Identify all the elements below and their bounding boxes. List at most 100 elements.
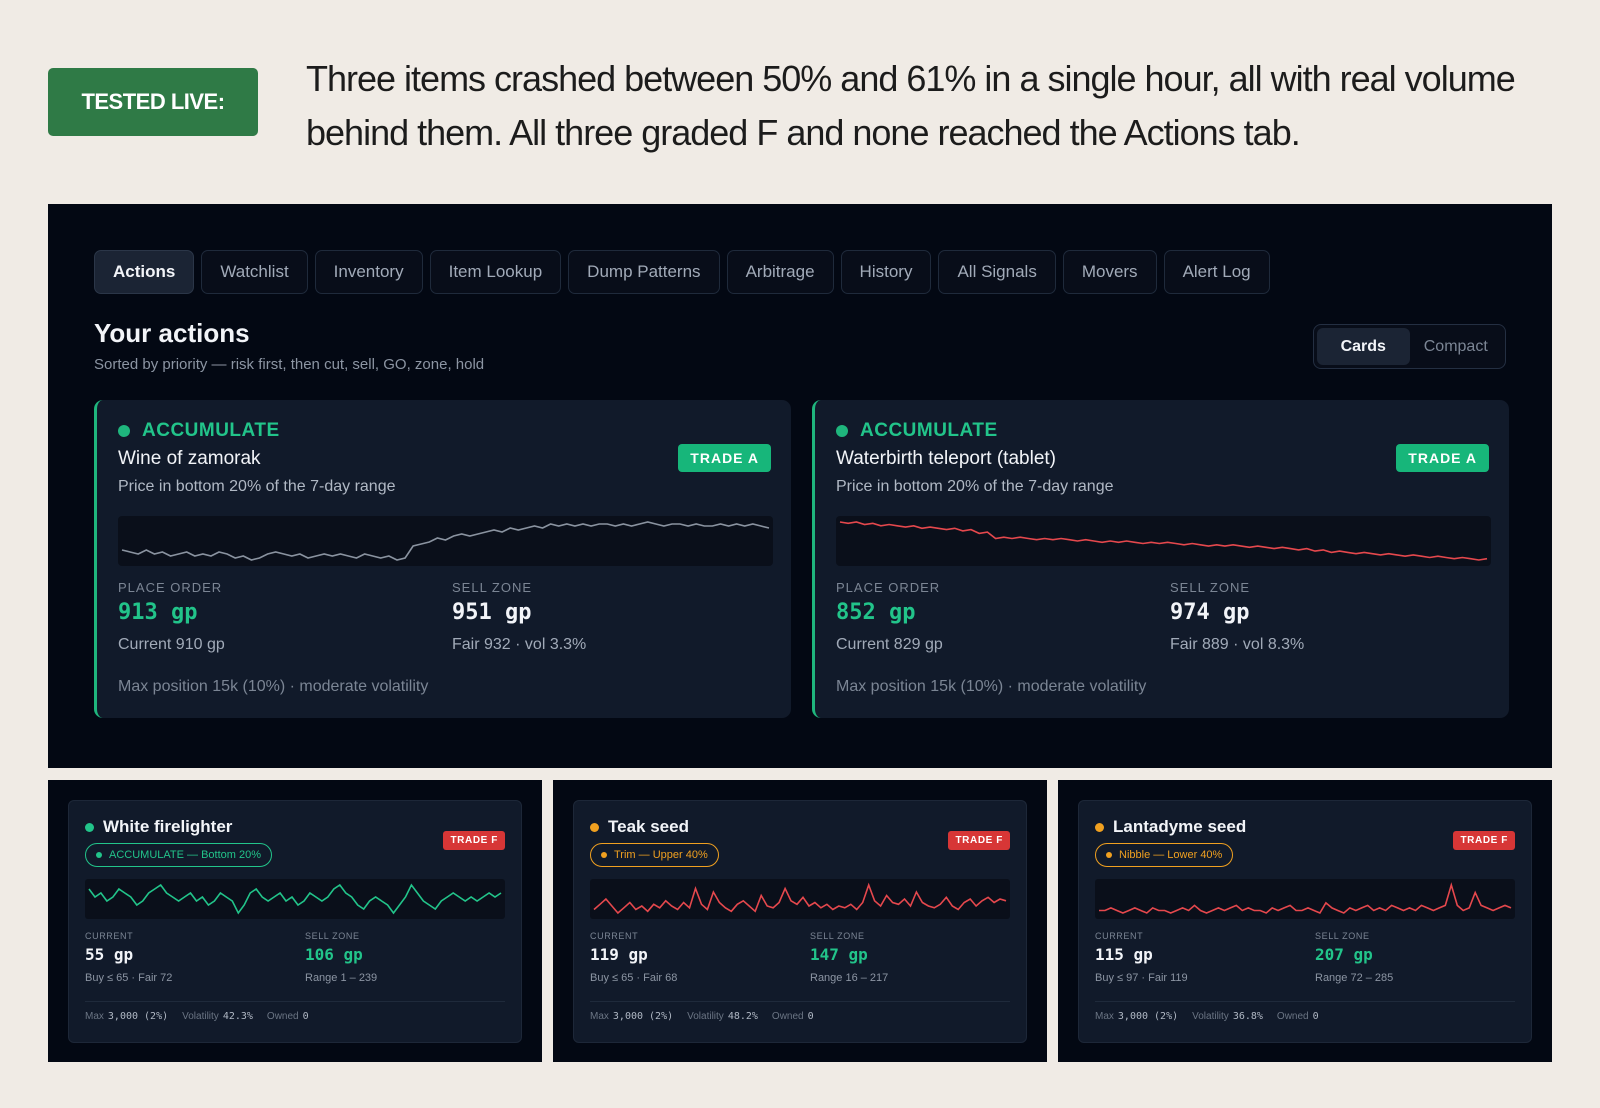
- owned: Owned 0: [266, 1011, 309, 1022]
- sparkline-path: [88, 883, 502, 915]
- current-label: CURRENT: [85, 931, 134, 941]
- tab-history[interactable]: History: [840, 250, 932, 294]
- section-subtitle: Sorted by priority — risk first, then cu…: [94, 356, 485, 373]
- price-sparkline: [836, 516, 1491, 566]
- graded-card-frame: White firelighter ACCUMULATE — Bottom 20…: [48, 780, 542, 1062]
- signal-label: ACCUMULATE: [118, 420, 280, 442]
- tab-movers[interactable]: Movers: [1062, 250, 1157, 294]
- buy-fair: Buy ≤ 65 · Fair 68: [590, 972, 678, 984]
- card-footer: Max 3,000 (2%) Volatility 42.3% Owned 0: [85, 1011, 309, 1022]
- sparkline-path: [593, 882, 1007, 915]
- view-compact-button[interactable]: Compact: [1423, 337, 1488, 355]
- price-range: Range 1 – 239: [305, 972, 378, 984]
- fair-volume: Fair 932 · vol 3.3%: [452, 636, 587, 653]
- view-cards-button[interactable]: Cards: [1317, 328, 1410, 365]
- status-dot-icon: [1095, 822, 1104, 832]
- signal-pill-text: ACCUMULATE — Bottom 20%: [109, 849, 262, 861]
- status-dot-icon: [836, 425, 848, 437]
- max-position: Max 3,000 (2%): [1095, 1011, 1179, 1022]
- signal-pill: ACCUMULATE — Bottom 20%: [85, 843, 273, 867]
- signal-pill: Nibble — Lower 40%: [1095, 843, 1234, 867]
- max-position: Max 3,000 (2%): [85, 1011, 169, 1022]
- signal-reason: Price in bottom 20% of the 7-day range: [836, 478, 1114, 495]
- graded-card-frame: Lantadyme seed Nibble — Lower 40% TRADE …: [1058, 780, 1552, 1062]
- buy-fair: Buy ≤ 65 · Fair 72: [85, 972, 173, 984]
- owned: Owned 0: [771, 1011, 814, 1022]
- sparkline-path: [121, 521, 770, 561]
- graded-item-card[interactable]: White firelighter ACCUMULATE — Bottom 20…: [68, 800, 522, 1043]
- sell-zone-value: 207 gp: [1315, 945, 1373, 964]
- place-order-value: 913 gp: [118, 600, 198, 625]
- sell-zone-label: SELL ZONE: [452, 580, 533, 595]
- status-dot-icon: [118, 425, 130, 437]
- price-range: Range 72 – 285: [1315, 972, 1394, 984]
- signal-label: ACCUMULATE: [836, 420, 998, 442]
- place-order-label: PLACE ORDER: [836, 580, 941, 595]
- current-value: 115 gp: [1095, 945, 1153, 964]
- item-name: Lantadyme seed: [1113, 817, 1247, 836]
- trade-grade-badge: TRADE A: [678, 444, 771, 472]
- sell-zone-label: SELL ZONE: [1170, 580, 1251, 595]
- place-order-label: PLACE ORDER: [118, 580, 223, 595]
- volatility: Volatility 42.3%: [182, 1011, 253, 1022]
- position-footer: Max position 15k (10%) · moderate volati…: [836, 678, 1147, 695]
- headline: Three items crashed between 50% and 61% …: [306, 58, 1516, 153]
- buy-fair: Buy ≤ 97 · Fair 119: [1095, 972, 1188, 984]
- signal-text: ACCUMULATE: [860, 420, 998, 441]
- current-value: 119 gp: [590, 945, 648, 964]
- tab-alert-log[interactable]: Alert Log: [1163, 250, 1270, 294]
- card-footer: Max 3,000 (2%) Volatility 36.8% Owned 0: [1095, 1011, 1319, 1022]
- pill-dot-icon: [96, 852, 102, 858]
- owned: Owned 0: [1276, 1011, 1319, 1022]
- tab-inventory[interactable]: Inventory: [314, 250, 423, 294]
- tab-item-lookup[interactable]: Item Lookup: [429, 250, 562, 294]
- item-title: Lantadyme seed: [1095, 817, 1246, 837]
- action-card[interactable]: ACCUMULATE Wine of zamorak TRADE A Price…: [94, 400, 791, 718]
- sell-zone-label: SELL ZONE: [1315, 931, 1370, 941]
- graded-item-card[interactable]: Teak seed Trim — Upper 40% TRADE F CURRE…: [573, 800, 1027, 1043]
- tab-actions[interactable]: Actions: [94, 250, 195, 294]
- price-sparkline: [590, 879, 1010, 919]
- tested-live-badge: TESTED LIVE:: [48, 68, 258, 136]
- divider: [1095, 1001, 1515, 1002]
- sell-zone-label: SELL ZONE: [305, 931, 360, 941]
- current-price: Current 829 gp: [836, 636, 943, 653]
- price-range: Range 16 – 217: [810, 972, 889, 984]
- fair-volume: Fair 889 · vol 8.3%: [1170, 636, 1305, 653]
- item-title: Teak seed: [590, 817, 689, 837]
- price-sparkline: [118, 516, 773, 566]
- action-card[interactable]: ACCUMULATE Waterbirth teleport (tablet) …: [812, 400, 1509, 718]
- tab-watchlist[interactable]: Watchlist: [201, 250, 308, 294]
- position-footer: Max position 15k (10%) · moderate volati…: [118, 678, 429, 695]
- sparkline-path: [839, 521, 1488, 561]
- item-name: White firelighter: [103, 817, 233, 836]
- sparkline-path: [1099, 882, 1512, 915]
- pill-dot-icon: [601, 852, 607, 858]
- signal-reason: Price in bottom 20% of the 7-day range: [118, 478, 396, 495]
- item-name: Waterbirth teleport (tablet): [836, 448, 1056, 469]
- max-position: Max 3,000 (2%): [590, 1011, 674, 1022]
- trade-grade-badge: TRADE A: [1396, 444, 1489, 472]
- signal-pill-text: Nibble — Lower 40%: [1119, 849, 1223, 861]
- item-title: White firelighter: [85, 817, 232, 837]
- graded-item-card[interactable]: Lantadyme seed Nibble — Lower 40% TRADE …: [1078, 800, 1532, 1043]
- sell-zone-value: 147 gp: [810, 945, 868, 964]
- tab-dump-patterns[interactable]: Dump Patterns: [568, 250, 720, 294]
- status-dot-icon: [85, 822, 94, 832]
- section-title: Your actions: [94, 318, 250, 348]
- sell-zone-value: 951 gp: [452, 600, 532, 625]
- pill-dot-icon: [1106, 852, 1112, 858]
- sell-zone-value: 106 gp: [305, 945, 363, 964]
- graded-card-frame: Teak seed Trim — Upper 40% TRADE F CURRE…: [553, 780, 1047, 1062]
- sell-zone-label: SELL ZONE: [810, 931, 865, 941]
- signal-pill: Trim — Upper 40%: [590, 843, 719, 867]
- tab-all-signals[interactable]: All Signals: [938, 250, 1056, 294]
- card-footer: Max 3,000 (2%) Volatility 48.2% Owned 0: [590, 1011, 814, 1022]
- view-toggle: Cards Compact: [1313, 324, 1506, 369]
- tab-arbitrage[interactable]: Arbitrage: [726, 250, 834, 294]
- divider: [85, 1001, 505, 1002]
- volatility: Volatility 48.2%: [687, 1011, 758, 1022]
- actions-panel: Actions Watchlist Inventory Item Lookup …: [48, 204, 1552, 768]
- place-order-value: 852 gp: [836, 600, 916, 625]
- trade-grade-badge: TRADE F: [948, 831, 1010, 850]
